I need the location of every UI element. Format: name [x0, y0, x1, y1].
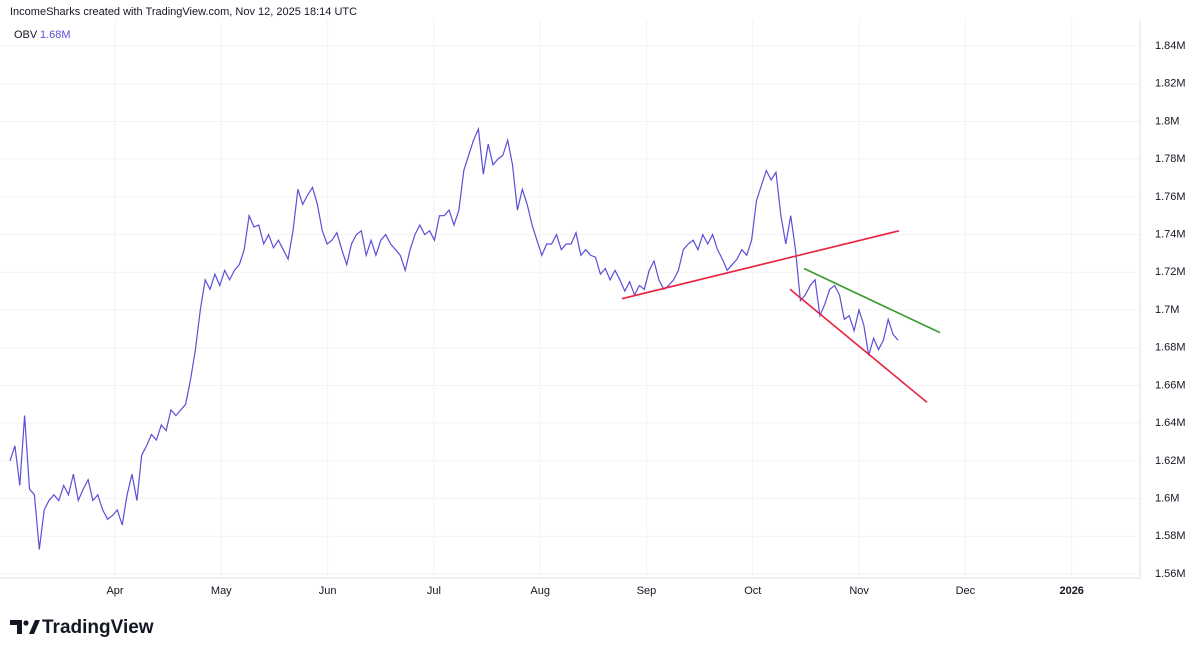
x-tick-label: Aug — [530, 585, 550, 597]
y-tick-label: 1.58M — [1155, 530, 1186, 542]
legend-value: 1.68M — [40, 29, 71, 41]
logo: TradingView — [42, 617, 154, 638]
x-tick-label: 2026 — [1059, 585, 1083, 597]
x-tick-label: Jun — [319, 585, 337, 597]
x-tick-label: Apr — [106, 585, 123, 597]
y-tick-label: 1.64M — [1155, 417, 1186, 429]
trendline — [621, 230, 900, 300]
trendline — [803, 267, 941, 334]
y-tick-label: 1.76M — [1155, 191, 1186, 203]
y-tick-label: 1.84M — [1155, 40, 1186, 52]
y-tick-label: 1.7M — [1155, 304, 1179, 316]
x-tick-label: Oct — [744, 585, 761, 597]
y-tick-label: 1.62M — [1155, 455, 1186, 467]
y-tick-label: 1.72M — [1155, 266, 1186, 278]
y-tick-label: 1.82M — [1155, 78, 1186, 90]
x-tick-label: Sep — [637, 585, 657, 597]
x-tick-label: Nov — [849, 585, 869, 597]
y-tick-label: 1.6M — [1155, 492, 1179, 504]
y-tick-label: 1.74M — [1155, 228, 1186, 240]
logo-icon — [10, 620, 40, 634]
obv-line — [9, 126, 899, 550]
y-tick-label: 1.78M — [1155, 153, 1186, 165]
header: IncomeSharks created with TradingView.co… — [10, 6, 357, 18]
trendline — [789, 288, 928, 404]
x-tick-label: May — [211, 585, 232, 597]
y-tick-label: 1.56M — [1155, 568, 1186, 580]
legend-name: OBV — [14, 29, 38, 41]
y-tick-label: 1.8M — [1155, 115, 1179, 127]
y-tick-label: 1.68M — [1155, 342, 1186, 354]
x-tick-label: Dec — [956, 585, 976, 597]
y-tick-label: 1.66M — [1155, 379, 1186, 391]
x-tick-label: Jul — [427, 585, 441, 597]
